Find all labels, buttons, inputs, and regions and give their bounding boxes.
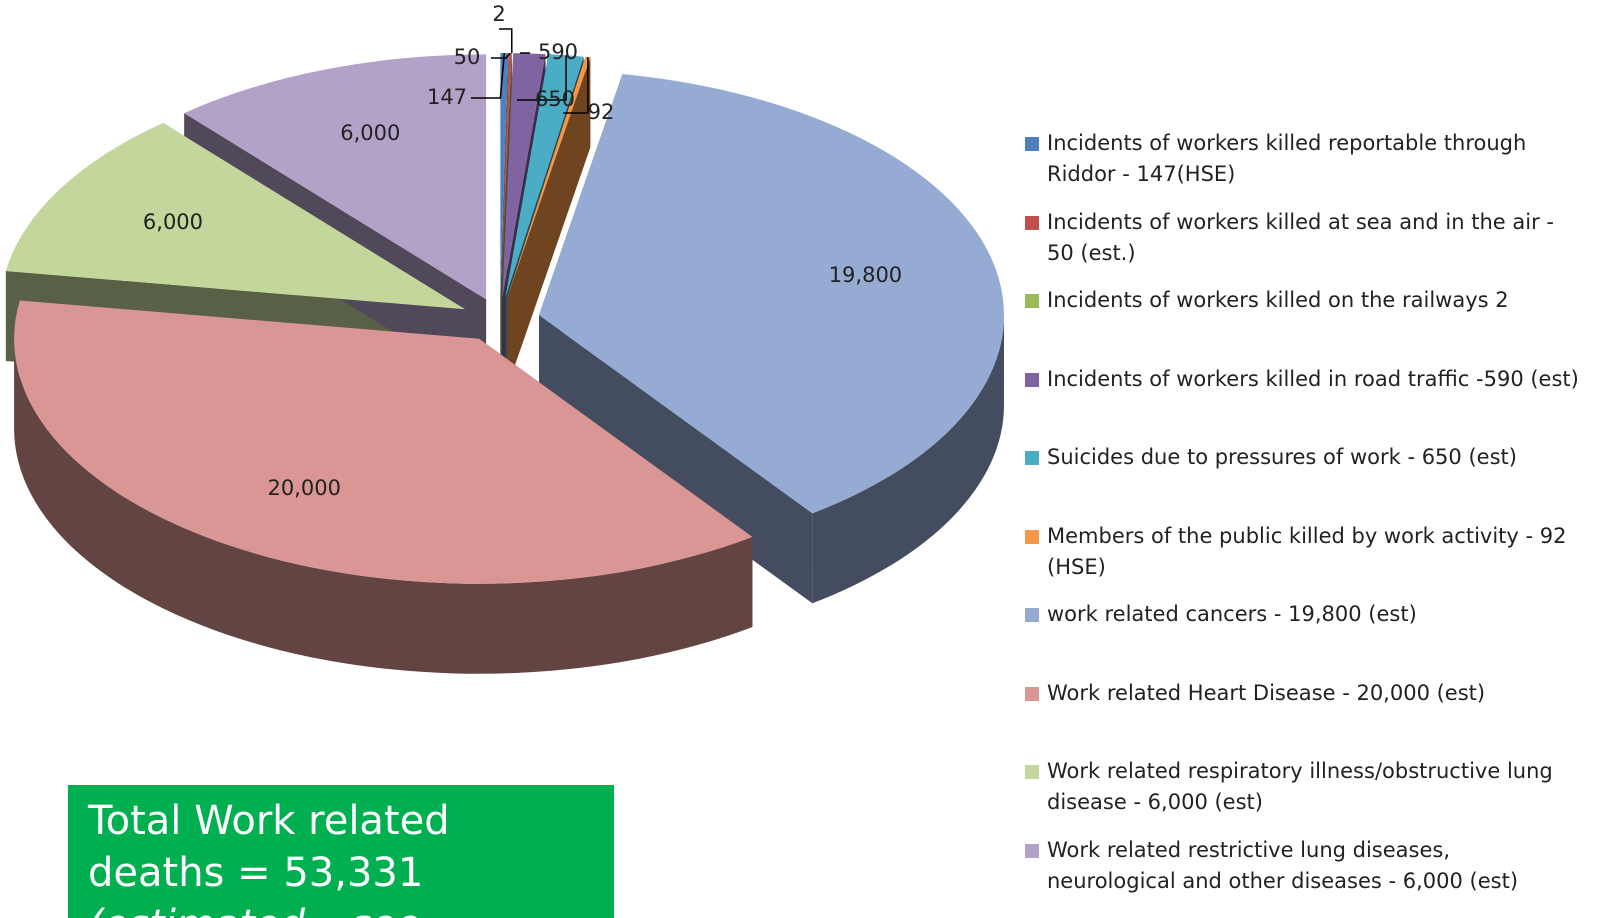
legend-item: Incidents of workers killed on the railw…	[1025, 285, 1585, 364]
legend-item: Suicides due to pressures of work - 650 …	[1025, 442, 1585, 521]
data-label: 590	[538, 40, 578, 64]
legend-swatch	[1025, 215, 1039, 230]
legend-item: Incidents of workers killed in road traf…	[1025, 364, 1585, 443]
legend-item: Work related Heart Disease - 20,000 (est…	[1025, 678, 1585, 757]
legend-swatch	[1025, 686, 1039, 701]
legend-label: Incidents of workers killed at sea and i…	[1047, 209, 1554, 265]
slice	[14, 300, 753, 584]
data-label: 92	[588, 100, 615, 124]
legend-item: Work related restrictive lung diseases, …	[1025, 835, 1585, 914]
legend-swatch	[1025, 608, 1039, 622]
slice-side	[812, 315, 1005, 604]
slice	[500, 53, 512, 299]
legend-label: Incidents of workers killed on the railw…	[1047, 288, 1509, 312]
slice-side	[14, 338, 753, 674]
legend-label: Work related Heart Disease - 20,000 (est…	[1047, 680, 1486, 705]
leader-line	[563, 57, 589, 114]
legend-swatch	[1025, 451, 1039, 465]
legend-item: Incidents of workers killed reportable t…	[1025, 128, 1585, 207]
slice	[539, 74, 1005, 514]
leader-line	[499, 28, 513, 54]
leader-line	[491, 52, 511, 59]
leader-line	[471, 52, 506, 99]
data-label: 20,000	[267, 476, 340, 500]
slice-edge	[506, 57, 591, 389]
slice	[5, 122, 466, 310]
data-label: 2	[492, 2, 505, 26]
legend-item: Work related respiratory illness/obstruc…	[1025, 756, 1585, 835]
legend-swatch	[1025, 765, 1039, 779]
data-label: 50	[454, 45, 481, 69]
total-note: Total Work related deaths = 53,331 (esti…	[68, 785, 614, 918]
slice	[505, 54, 584, 299]
legend-label: Members of the public killed by work act…	[1047, 523, 1567, 579]
legend-label: Work related restrictive lung diseases, …	[1047, 837, 1519, 893]
note-text: Total Work related deaths = 53,331	[88, 798, 450, 896]
legend-swatch	[1025, 843, 1039, 858]
slice	[500, 53, 509, 299]
note-italic: (estimated – see	[88, 902, 421, 918]
data-label: 650	[535, 87, 575, 111]
slice	[506, 56, 591, 299]
legend-swatch	[1025, 137, 1039, 151]
data-label: 6,000	[143, 210, 203, 234]
legend-label: work related cancers - 19,800 (est)	[1047, 602, 1417, 626]
tops	[5, 53, 1005, 584]
slice	[500, 53, 512, 299]
legend-swatch	[1025, 372, 1039, 387]
legend-label: Work related respiratory illness/obstruc…	[1047, 759, 1553, 814]
leader-line	[517, 55, 567, 101]
legend-item: Members of the public killed by work act…	[1025, 521, 1585, 600]
data-label: 6,000	[340, 121, 400, 145]
labels: 147 50 2 590 650 92 19,800 20,000 6,000 6,000	[143, 2, 902, 500]
legend-label: Incidents of workers killed reportable t…	[1047, 131, 1527, 186]
legend-label: Incidents of workers killed in road traf…	[1047, 366, 1579, 391]
legend-swatch	[1025, 529, 1039, 544]
pie-chart: 147 50 2 590 650 92 19,800 20,000 6,000 6,000	[5, 2, 1005, 674]
slice	[184, 54, 487, 300]
data-label: 19,800	[829, 263, 902, 287]
legend: Incidents of workers killed reportable t…	[1025, 128, 1585, 913]
slice	[502, 53, 546, 299]
legend-label: Suicides due to pressures of work - 650 …	[1047, 445, 1517, 469]
legend-item: Incidents of workers killed at sea and i…	[1025, 207, 1585, 286]
legend-item: work related cancers - 19,800 (est)	[1025, 599, 1585, 678]
data-label: 147	[427, 85, 467, 109]
legend-swatch	[1025, 294, 1039, 308]
